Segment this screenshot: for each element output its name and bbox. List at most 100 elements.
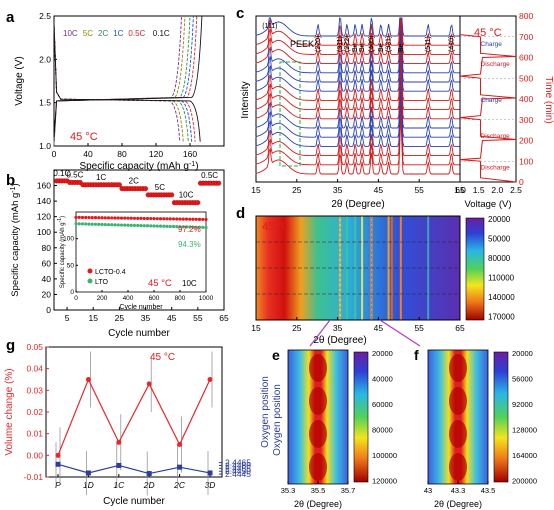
bi-point	[188, 225, 192, 229]
panel-c-voltage-curve: Discharge Charge Discharge Charge Discharge	[459, 34, 517, 183]
d-xtick-label: 55	[414, 323, 424, 333]
hm-band-core	[449, 453, 467, 481]
panel-g-ylabel: Volume change (%)	[4, 368, 15, 455]
panel-b-inset-ylabel: Specific capacity (mAh g-1)	[57, 216, 66, 288]
panel-b-inset-ticks: 0 200 400 600 800 1000 0 50 100	[63, 236, 213, 302]
c-time-ytick-label: 300	[519, 115, 533, 125]
hm-colorbar-label: 40000	[372, 375, 393, 384]
panel-a-ticks: 0 40 80 120 160 1.0 1.5 2.0 2.5	[39, 11, 197, 159]
panel-d-ticks: 15 25 35 45 55 65	[251, 317, 465, 333]
bi-point	[74, 215, 78, 219]
c-peak-label: Be	[378, 43, 385, 52]
c-xrd-pattern	[255, 67, 460, 129]
g-oxygen-point	[177, 464, 183, 470]
bi-point	[155, 224, 159, 228]
d-peak-band	[427, 216, 430, 320]
g-ytick-right-label: 2.4460	[225, 460, 251, 470]
g-ytick-right-label: 2.4465	[225, 458, 251, 468]
g-volume-point	[177, 442, 183, 447]
panel-f-letter: f	[414, 347, 419, 363]
bi-point	[123, 216, 127, 220]
hm-colorbar-label: 164000	[512, 451, 537, 460]
g-ytick-label: 0.04	[26, 364, 43, 374]
c-peak-label: (331)	[386, 36, 393, 52]
c-xrd-pattern	[255, 17, 460, 65]
bi-point	[178, 217, 182, 221]
g-xtick-label: P	[55, 480, 61, 490]
legend-marker-lcto	[87, 268, 93, 274]
panel-b-xlabel: Cycle number	[108, 328, 170, 339]
bi-xtick-label: 800	[175, 295, 186, 302]
bi-point	[113, 216, 117, 220]
b-xtick-label: 55	[193, 313, 203, 323]
bi-point	[168, 224, 172, 229]
b-rate-label: 2C	[129, 177, 139, 186]
c-volt-label: Discharge	[481, 165, 511, 172]
c-peak-label: (220)	[315, 36, 322, 52]
b-ytick-label: 40	[42, 274, 52, 284]
d-peak-band	[361, 216, 364, 320]
c-volt-label: Charge	[481, 97, 503, 104]
bi-point	[168, 217, 172, 221]
panel-a-ylabel: Voltage (V)	[14, 56, 25, 105]
hm-colorbar-label: 60000	[372, 400, 393, 409]
a-xtick-label: 0	[52, 149, 57, 159]
g-volume-point	[116, 439, 122, 445]
c-time-ytick-label: 400	[519, 94, 533, 104]
g-oxygen-line	[57, 463, 211, 475]
g-ytick-right-label: 2.4450	[225, 466, 251, 476]
panel-g-ticks: P 1D 1C 2D 2C 3D -0.01 0.00 0.01 0.02 0.03 0.04 0.05…	[24, 342, 252, 490]
panel-a-curves	[53, 15, 203, 147]
g-volume-point	[146, 381, 152, 387]
c-xrd-pattern	[255, 58, 460, 120]
zoom-arrow-e	[309, 319, 331, 347]
hm-colorbar-label: 120000	[372, 477, 397, 486]
panel-c-xlabel: 2θ (Degree)	[331, 199, 384, 210]
zoom-arrow-f	[379, 319, 421, 347]
b-ytick-label: 60	[42, 258, 52, 268]
a-charge-curve	[53, 15, 186, 145]
bi-point	[136, 216, 140, 220]
panel-b-ylabel: Specific capacity (mAh g-1)	[10, 183, 22, 296]
a-legend-entry: 0.5C	[128, 29, 145, 38]
bi-point	[165, 217, 169, 221]
a-discharge-curve	[53, 22, 193, 142]
c-xrd-pattern	[255, 17, 460, 46]
bi-point	[84, 222, 88, 226]
bi-point	[191, 225, 195, 229]
panel-d-letter: d	[236, 205, 245, 222]
g-ytick-label: 0.01	[26, 429, 43, 439]
panel-b-inset-pct-lto: 94.3%	[178, 240, 201, 249]
b-xtick-label: 35	[141, 313, 151, 323]
b-point	[116, 182, 122, 188]
c-xrd-pattern	[255, 17, 460, 55]
d-xtick-label: 15	[251, 323, 261, 333]
c-xtick-label: 35	[333, 185, 343, 195]
hm-band-core	[309, 354, 327, 382]
b-rate-label: 5C	[155, 183, 165, 192]
g-oxygen-point	[85, 470, 91, 476]
bi-point	[103, 222, 107, 227]
bi-point	[149, 224, 153, 228]
bi-point	[90, 216, 94, 220]
bi-point	[175, 225, 179, 229]
panel-c-peak-labels: (111)(220) (311) (222) Be (400)Be Be (331) Be (5…	[262, 23, 455, 52]
a-legend-entry: 2C	[98, 29, 108, 38]
c-xtick-label: 25	[292, 185, 302, 195]
bi-point	[191, 217, 195, 221]
bi-point	[87, 215, 91, 220]
g-volume-point	[55, 452, 61, 458]
g-xtick-label: 3D	[205, 480, 216, 490]
bi-point	[132, 216, 137, 220]
d-xtick-label: 25	[292, 323, 302, 333]
panel-c-ylabel: Intensity	[240, 81, 251, 118]
c-peak-label: (440)	[448, 36, 455, 52]
b-point	[216, 180, 222, 186]
hm-xtick-label: 43.5	[481, 486, 496, 495]
c-voltage-curve	[459, 34, 517, 183]
panel-e-bands	[309, 354, 327, 481]
b-rate-label: 0.5C	[201, 171, 218, 180]
b-xtick-label: 5	[65, 313, 70, 323]
